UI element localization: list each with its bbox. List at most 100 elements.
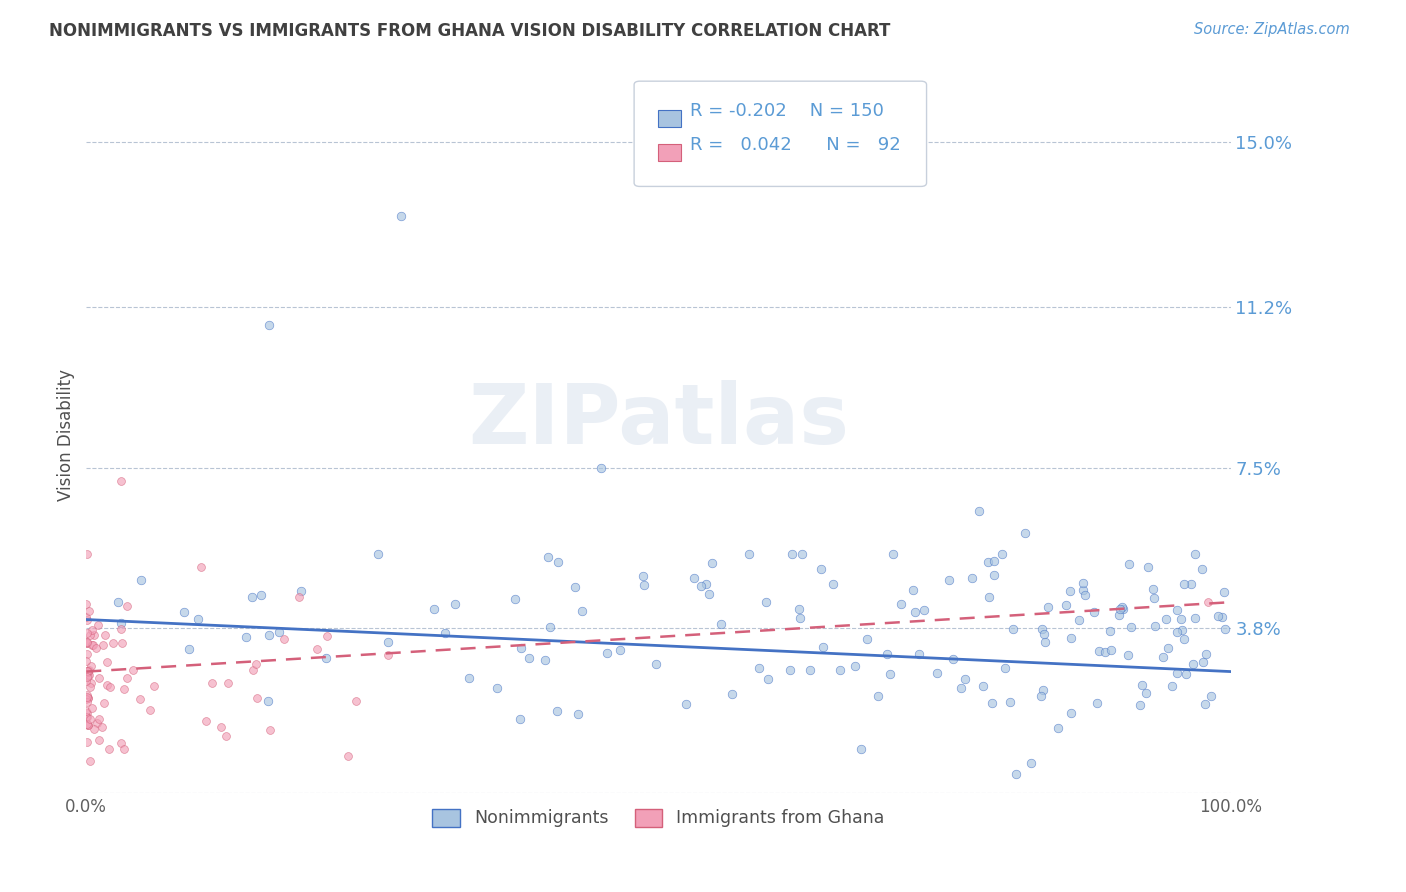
Point <box>1184 548 1206 562</box>
Point <box>434 626 457 640</box>
Point <box>1191 656 1213 670</box>
Point <box>80 623 103 637</box>
Point <box>903 606 925 620</box>
Point <box>609 642 631 657</box>
Point <box>1085 696 1108 710</box>
Point <box>675 697 697 711</box>
Point <box>991 548 1014 562</box>
Point <box>173 605 195 619</box>
Point <box>811 640 834 654</box>
Point <box>1014 525 1036 540</box>
Point <box>82 638 104 652</box>
Point <box>1191 562 1213 576</box>
Point <box>1056 598 1078 612</box>
Point <box>1094 645 1116 659</box>
Point <box>1166 666 1188 681</box>
Point <box>789 610 811 624</box>
Point <box>77 663 100 677</box>
Point <box>564 580 586 594</box>
Point <box>96 678 118 692</box>
Point <box>1038 600 1060 615</box>
Point <box>1118 648 1140 662</box>
Point <box>1173 577 1195 591</box>
Point <box>195 714 218 728</box>
Point <box>596 646 619 660</box>
Point <box>998 695 1021 709</box>
Point <box>782 548 804 562</box>
Point <box>756 672 779 686</box>
Point <box>1142 582 1164 596</box>
Point <box>981 696 1004 710</box>
Point <box>844 658 866 673</box>
Point <box>1108 601 1130 615</box>
Point <box>75 654 97 668</box>
Point <box>1208 608 1230 623</box>
Point <box>110 474 132 488</box>
Point <box>75 610 97 624</box>
Point <box>1031 622 1053 636</box>
Point <box>1031 683 1053 698</box>
Point <box>259 723 281 737</box>
Point <box>94 628 117 642</box>
Point <box>129 692 152 706</box>
Point <box>93 696 115 710</box>
Point <box>972 679 994 693</box>
Point <box>571 604 593 618</box>
Point <box>1033 634 1056 648</box>
Point <box>110 622 132 636</box>
Point <box>1121 619 1143 633</box>
Point <box>748 661 770 675</box>
Point <box>1195 647 1218 661</box>
Point <box>645 657 668 671</box>
Point <box>683 571 706 585</box>
Point <box>139 703 162 717</box>
Point <box>76 706 98 721</box>
Point <box>87 671 110 685</box>
Point <box>79 604 101 618</box>
Point <box>110 636 132 650</box>
Point <box>76 635 98 649</box>
Point <box>908 647 931 661</box>
Point <box>112 742 135 756</box>
Point <box>235 630 257 644</box>
Point <box>187 612 209 626</box>
Point <box>955 672 977 686</box>
Point <box>1173 632 1195 646</box>
Point <box>517 651 540 665</box>
Point <box>86 716 108 731</box>
Point <box>75 710 97 724</box>
Text: Source: ZipAtlas.com: Source: ZipAtlas.com <box>1194 22 1350 37</box>
Point <box>1033 626 1056 640</box>
Point <box>1108 608 1130 623</box>
Point <box>246 691 269 706</box>
Text: NONIMMIGRANTS VS IMMIGRANTS FROM GHANA VISION DISABILITY CORRELATION CHART: NONIMMIGRANTS VS IMMIGRANTS FROM GHANA V… <box>49 22 890 40</box>
Point <box>76 674 98 689</box>
Point <box>112 681 135 696</box>
Point <box>1074 588 1097 602</box>
Point <box>457 671 479 685</box>
Point <box>567 706 589 721</box>
Point <box>77 668 100 682</box>
Point <box>83 628 105 642</box>
Point <box>1005 767 1028 781</box>
Point <box>245 657 267 671</box>
Point <box>1130 677 1153 691</box>
Point <box>994 661 1017 675</box>
Point <box>256 694 278 708</box>
Point <box>1135 686 1157 700</box>
Point <box>699 587 721 601</box>
Point <box>377 648 399 662</box>
Point <box>240 591 263 605</box>
Point <box>79 658 101 673</box>
Point <box>75 704 97 718</box>
Point <box>87 618 110 632</box>
Point <box>389 209 412 223</box>
Point <box>1073 583 1095 598</box>
Point <box>503 591 526 606</box>
Point <box>810 562 832 576</box>
Point <box>75 597 97 611</box>
Point <box>107 594 129 608</box>
Point <box>799 663 821 677</box>
Point <box>76 613 98 627</box>
Point <box>721 687 744 701</box>
